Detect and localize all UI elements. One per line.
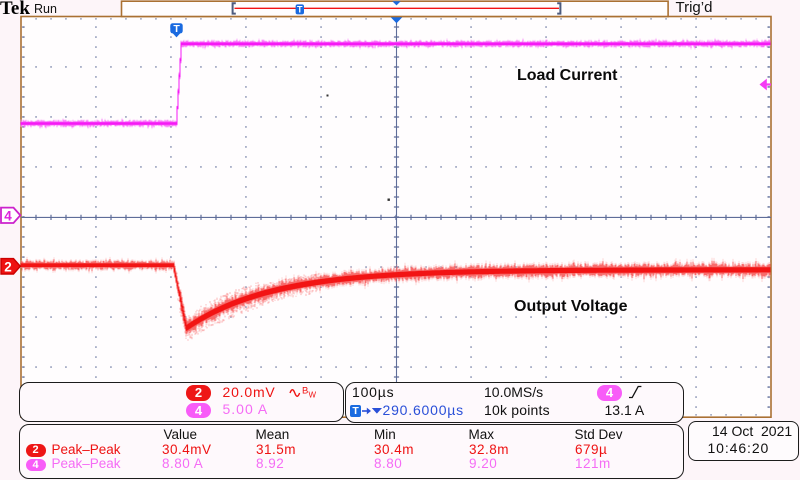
- svg-text:T: T: [173, 23, 180, 35]
- svg-text:W: W: [309, 391, 317, 400]
- svg-text:4: 4: [4, 208, 12, 223]
- svg-text:2: 2: [4, 259, 12, 274]
- svg-text:B: B: [302, 386, 308, 397]
- svg-text:T: T: [297, 5, 303, 15]
